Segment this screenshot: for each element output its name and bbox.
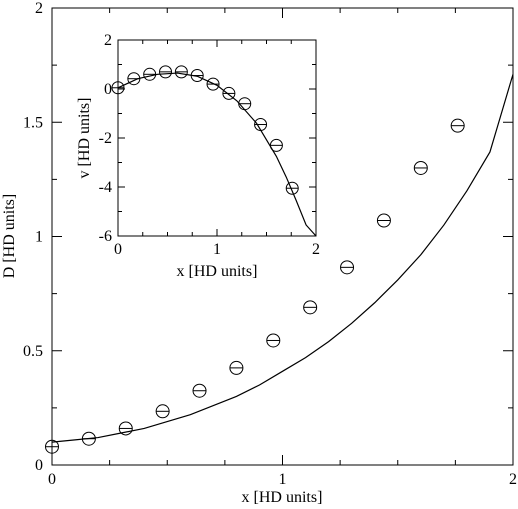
x-tick-label: 2: [312, 241, 320, 258]
data-point: [266, 333, 281, 348]
series-line: [117, 72, 317, 237]
main-series: [45, 74, 514, 454]
data-point: [303, 300, 318, 315]
main-tick-labels: 0 1 2 0 0.5 1 1.5 2: [23, 0, 517, 488]
x-tick-label: 1: [213, 241, 221, 258]
data-point: [45, 439, 59, 454]
data-point: [285, 181, 299, 195]
y-tick-label: 1.5: [23, 114, 43, 131]
inset-tick-labels: 0 1 2 -6 -4 -2 0 2: [99, 32, 320, 258]
data-point: [450, 118, 465, 133]
x-tick-label: 2: [509, 471, 517, 488]
series-line: [51, 74, 514, 443]
y-tick-label: -2: [99, 130, 112, 147]
data-point: [229, 360, 244, 375]
x-tick-label: 1: [279, 471, 287, 488]
x-tick-label: 0: [48, 471, 56, 488]
y-tick-label: 2: [35, 0, 43, 17]
y-tick-label: 1: [35, 229, 43, 246]
data-point: [174, 65, 188, 79]
data-point: [159, 65, 173, 79]
inset-plot: 0 1 2 -6 -4 -2 0 2 x [HD units] v [HD units]: [76, 32, 320, 280]
main-x-axis-title: x [HD units]: [242, 489, 323, 506]
y-tick-label: 0: [104, 81, 112, 98]
y-tick-label: -4: [99, 179, 112, 196]
data-point: [340, 260, 355, 275]
data-point: [376, 213, 391, 228]
inset-y-axis-title: v [HD units]: [76, 98, 93, 179]
y-tick-label: 2: [104, 32, 112, 49]
data-point: [155, 404, 170, 419]
data-point: [222, 86, 236, 100]
y-tick-label: 0.5: [23, 343, 43, 360]
inset-x-axis-title: x [HD units]: [177, 263, 258, 280]
y-tick-label: 0: [35, 457, 43, 474]
data-point: [413, 160, 428, 175]
inset-ticks: [117, 39, 317, 237]
x-tick-label: 0: [114, 241, 122, 258]
data-point: [118, 421, 133, 436]
data-point: [192, 383, 207, 398]
inset-plot-background: [118, 40, 316, 236]
main-ticks: [51, 7, 514, 466]
main-y-axis-title: D [HD units]: [1, 194, 18, 278]
inset-series: [111, 65, 317, 237]
y-tick-label: -6: [99, 228, 112, 245]
